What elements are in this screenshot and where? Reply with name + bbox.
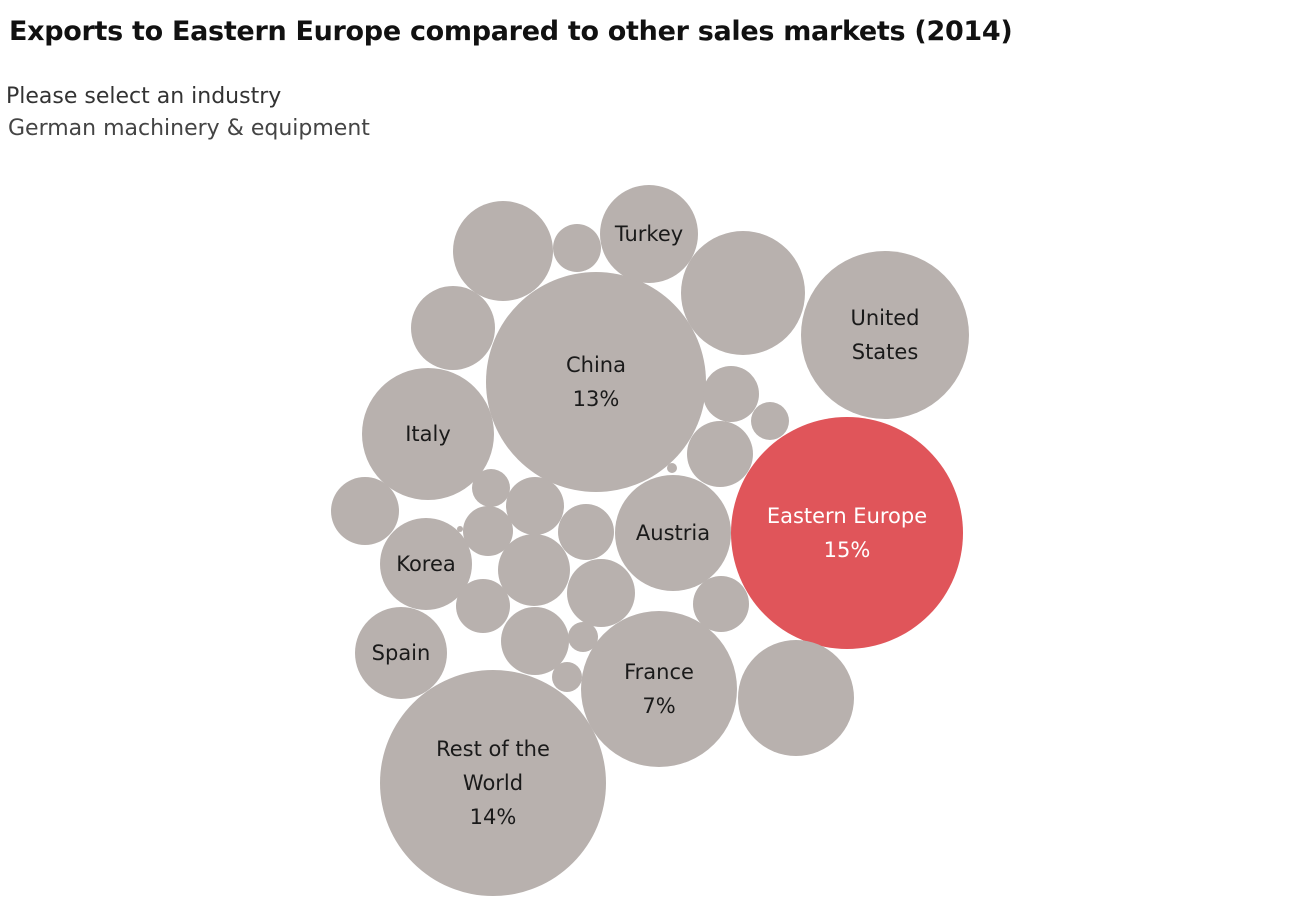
industry-filter-select[interactable]: German machinery & equipment xyxy=(8,116,370,141)
bubble-unlabeled-27[interactable] xyxy=(693,576,749,632)
bubble-unlabeled-14[interactable] xyxy=(703,366,759,422)
bubble-label-rest-of-the-0: Rest of the xyxy=(436,737,550,761)
bubble-unlabeled-18[interactable] xyxy=(331,477,399,545)
bubble-unlabeled-26[interactable] xyxy=(456,579,510,633)
bubble-unlabeled-21[interactable] xyxy=(463,506,513,556)
bubble-china[interactable] xyxy=(486,272,706,492)
bubble-label-united-1: States xyxy=(852,340,919,364)
bubble-unlabeled-16[interactable] xyxy=(687,421,753,487)
bubble-eastern-europe[interactable] xyxy=(731,417,963,649)
bubble-unlabeled-10[interactable] xyxy=(453,201,553,301)
bubble-label-france-1: 7% xyxy=(642,694,675,718)
bubble-label-austria-0: Austria xyxy=(636,521,710,545)
bubble-unlabeled-20[interactable] xyxy=(506,477,564,535)
bubble-label-china-1: 13% xyxy=(573,387,620,411)
industry-filter-label: Please select an industry xyxy=(6,84,282,109)
bubble-unlabeled-23[interactable] xyxy=(558,504,614,560)
bubble-france[interactable] xyxy=(581,611,737,767)
bubble-turkey[interactable] xyxy=(600,185,698,283)
bubble-label-korea-0: Korea xyxy=(396,552,456,576)
bubble-unlabeled-15[interactable] xyxy=(751,402,789,440)
bubble-unlabeled-22[interactable] xyxy=(457,526,463,532)
bubble-label-china-0: China xyxy=(566,353,626,377)
bubble-unlabeled-28[interactable] xyxy=(501,607,569,675)
bubble-unlabeled-29[interactable] xyxy=(568,622,598,652)
bubble-label-rest-of-the-1: World xyxy=(463,771,523,795)
bubble-label-rest-of-the-2: 14% xyxy=(470,805,517,829)
chart-title: Exports to Eastern Europe compared to ot… xyxy=(9,16,1013,47)
bubble-unlabeled-11[interactable] xyxy=(553,224,601,272)
bubble-rest-of-the[interactable] xyxy=(380,670,606,896)
bubble-unlabeled-13[interactable] xyxy=(411,286,495,370)
bubble-unlabeled-12[interactable] xyxy=(681,231,805,355)
bubble-label-united-0: United xyxy=(851,306,920,330)
bubble-label-eastern-europe-0: Eastern Europe xyxy=(767,504,927,528)
bubble-unlabeled-30[interactable] xyxy=(552,662,582,692)
bubble-label-italy-0: Italy xyxy=(405,422,451,446)
bubble-unlabeled-31[interactable] xyxy=(738,640,854,756)
bubble-label-spain-0: Spain xyxy=(372,641,431,665)
bubble-unlabeled-17[interactable] xyxy=(667,463,677,473)
bubble-unlabeled-19[interactable] xyxy=(472,469,510,507)
bubble-korea[interactable] xyxy=(380,518,472,610)
bubble-label-turkey-0: Turkey xyxy=(614,222,683,246)
bubble-spain[interactable] xyxy=(355,607,447,699)
bubble-united[interactable] xyxy=(801,251,969,419)
bubble-label-eastern-europe-1: 15% xyxy=(824,538,871,562)
bubble-unlabeled-24[interactable] xyxy=(498,534,570,606)
bubble-italy[interactable] xyxy=(362,368,494,500)
bubble-austria[interactable] xyxy=(615,475,731,591)
bubble-label-france-0: France xyxy=(624,660,694,684)
bubble-unlabeled-25[interactable] xyxy=(567,559,635,627)
